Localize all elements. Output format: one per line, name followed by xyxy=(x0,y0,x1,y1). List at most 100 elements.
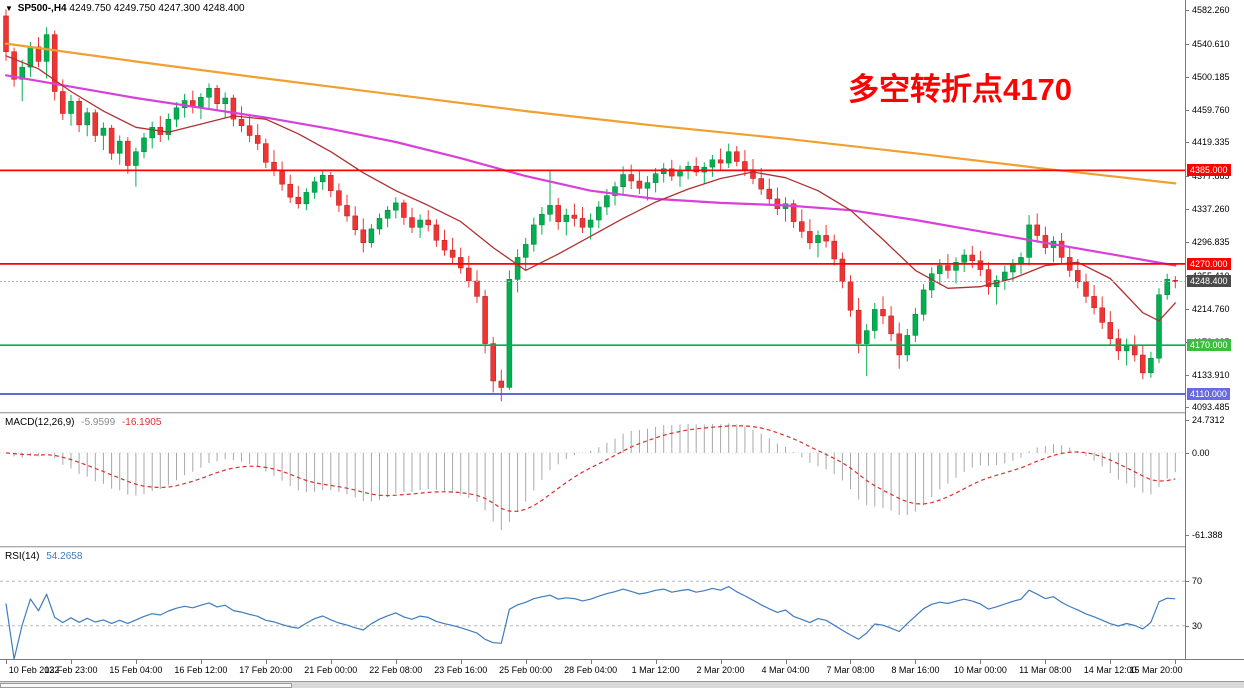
macd-value: -5.9599 xyxy=(81,417,116,428)
axis-tick xyxy=(1186,581,1189,582)
time-axis-tick xyxy=(656,660,657,664)
price-badge-4110.000: 4110.000 xyxy=(1187,388,1230,400)
time-axis-label: 11 Mar 08:00 xyxy=(1019,665,1072,675)
time-axis-label: 10 Feb 2022 xyxy=(8,665,60,675)
time-axis-label: 25 Feb 00:00 xyxy=(499,665,553,675)
time-axis-label: 23 Feb 16:00 xyxy=(434,665,488,675)
price-chart-pane[interactable] xyxy=(0,0,1244,412)
axis-tick xyxy=(1186,535,1189,536)
axis-tick xyxy=(1186,209,1189,210)
price-axis-label: 4133.910 xyxy=(1192,370,1230,380)
time-axis-tick xyxy=(461,660,462,664)
price-badge-4385.000: 4385.000 xyxy=(1187,164,1231,176)
current-price-badge: 4248.400 xyxy=(1187,275,1231,287)
macd-signal-line xyxy=(5,425,1176,512)
time-axis-tick xyxy=(526,660,527,664)
time-axis-tick xyxy=(915,660,916,664)
time-axis-tick xyxy=(721,660,722,664)
axis-tick xyxy=(1186,407,1189,408)
rsi-line xyxy=(5,585,1176,659)
ma-mid-line xyxy=(4,74,1177,267)
time-axis-tick xyxy=(786,660,787,664)
time-axis-tick xyxy=(591,660,592,664)
time-axis-tick xyxy=(201,660,202,664)
macd-pane[interactable] xyxy=(0,413,1244,546)
rsi-axis-label: 70 xyxy=(1192,576,1203,586)
time-axis-tick xyxy=(331,660,332,664)
macd-axis-label: 0.00 xyxy=(1192,448,1210,458)
time-axis-label: 8 Mar 16:00 xyxy=(891,665,940,675)
macd-indicator-label: MACD(12,26,9) -5.9599 -16.1905 xyxy=(5,417,161,428)
time-axis-label: 1 Mar 12:00 xyxy=(631,665,680,675)
axis-tick xyxy=(1186,453,1189,454)
macd-histogram xyxy=(13,423,1176,531)
rsi-name: RSI(14) xyxy=(5,551,40,562)
time-axis-label: 28 Feb 04:00 xyxy=(564,665,618,675)
time-axis-tick xyxy=(71,660,72,664)
rsi-axis-label: 30 xyxy=(1192,621,1203,631)
time-axis-label: 17 Feb 20:00 xyxy=(239,665,293,675)
price-axis-label: 4093.485 xyxy=(1192,402,1230,412)
time-axis-tick xyxy=(266,660,267,664)
chart-title: ▼ SP500-,H4 4249.750 4249.750 4247.300 4… xyxy=(5,3,245,14)
time-axis-label: 15 Mar 20:00 xyxy=(1129,665,1183,675)
price-axis: 4582.260 4540.610 4500.185 4459.760 4419.335… xyxy=(1185,0,1244,681)
price-axis-label: 4214.760 xyxy=(1192,304,1230,314)
pane-divider-main-macd[interactable] xyxy=(0,412,1244,414)
ma-fast-line xyxy=(5,55,1176,322)
time-axis-label: 10 Mar 00:00 xyxy=(953,665,1007,675)
axis-tick xyxy=(1186,77,1189,78)
time-axis-label: 7 Mar 08:00 xyxy=(826,665,875,675)
time-axis-label: 22 Feb 08:00 xyxy=(369,665,423,675)
price-badge-4270.000: 4270.000 xyxy=(1187,258,1231,270)
ma-slow-line xyxy=(4,42,1177,185)
time-axis-label: 4 Mar 04:00 xyxy=(761,665,810,675)
time-axis-label: 14 Mar 12:00 xyxy=(1083,665,1137,675)
price-axis-label: 4337.260 xyxy=(1192,204,1230,214)
time-axis-tick xyxy=(396,660,397,664)
price-axis-label: 4500.185 xyxy=(1192,72,1230,82)
price-axis-label: 4377.885 xyxy=(1192,171,1230,181)
price-axis-label: 4419.335 xyxy=(1192,137,1230,147)
rsi-value: 54.2658 xyxy=(46,551,83,562)
macd-axis-label: 24.7312 xyxy=(1192,415,1225,425)
time-axis-tick xyxy=(6,660,7,664)
time-axis-label: 2 Mar 20:00 xyxy=(696,665,745,675)
ohlc-values: 4249.750 4249.750 4247.300 4248.400 xyxy=(69,3,245,14)
axis-tick xyxy=(1186,10,1189,11)
price-axis-label: 4540.610 xyxy=(1192,39,1230,49)
macd-signal-value: -16.1905 xyxy=(121,417,162,428)
time-axis-label: 21 Feb 00:00 xyxy=(304,665,358,675)
axis-tick xyxy=(1186,110,1189,111)
axis-tick xyxy=(1186,420,1189,421)
time-axis-label: 15 Feb 04:00 xyxy=(109,665,163,675)
symbol-label: SP500-,H4 xyxy=(17,3,67,14)
axis-tick xyxy=(1186,626,1189,627)
axis-tick xyxy=(1186,242,1189,243)
time-axis-label: 16 Feb 12:00 xyxy=(174,665,228,675)
time-axis-tick xyxy=(1175,660,1176,664)
rsi-pane[interactable] xyxy=(0,548,1244,659)
time-axis-tick xyxy=(1110,660,1111,664)
chart-menu-icon[interactable]: ▼ xyxy=(5,4,13,13)
axis-tick xyxy=(1186,44,1189,45)
time-axis-tick xyxy=(980,660,981,664)
rsi-indicator-label: RSI(14) 54.2658 xyxy=(5,551,82,562)
time-axis-label: 13 Feb 23:00 xyxy=(44,665,98,675)
time-axis: 10 Feb 2022 13 Feb 23:00 15 Feb 04:00 16 Fe… xyxy=(0,659,1244,681)
price-axis-label: 4296.835 xyxy=(1192,237,1230,247)
pane-divider-macd-rsi[interactable] xyxy=(0,546,1244,548)
scrollbar-thumb[interactable] xyxy=(0,683,292,688)
macd-name: MACD(12,26,9) xyxy=(5,417,75,428)
time-axis-tick xyxy=(136,660,137,664)
trend-annotation[interactable]: 多空转折点4170 xyxy=(848,72,1072,107)
axis-tick xyxy=(1186,176,1189,177)
price-axis-label: 4582.260 xyxy=(1192,5,1230,15)
time-axis-tick xyxy=(1045,660,1046,664)
axis-tick xyxy=(1186,375,1189,376)
horizontal-scrollbar[interactable] xyxy=(0,681,1244,688)
price-axis-label: 4459.760 xyxy=(1192,105,1230,115)
time-axis-tick xyxy=(850,660,851,664)
macd-axis-label: -61.388 xyxy=(1192,530,1223,540)
